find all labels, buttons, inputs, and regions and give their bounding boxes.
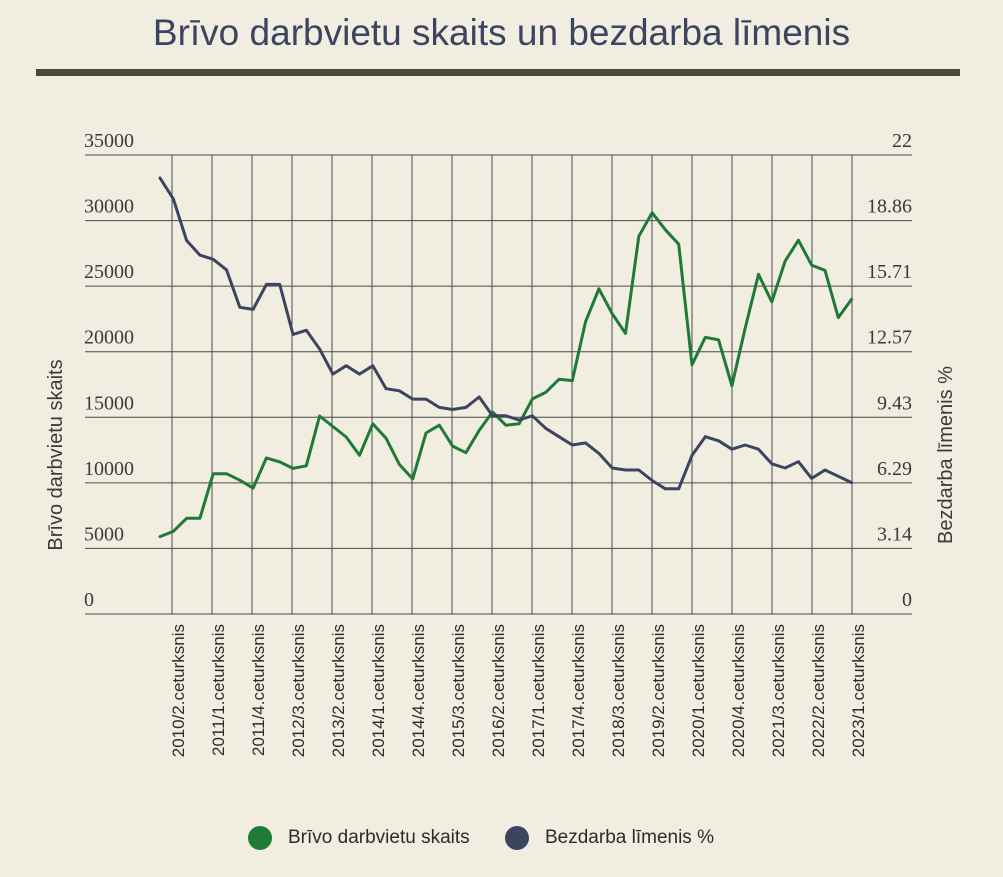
grid	[85, 154, 912, 615]
y-left-tick-label: 25000	[84, 261, 134, 283]
title-rule	[36, 69, 960, 76]
series-lines	[158, 176, 854, 539]
legend-label-unemployment: Bezdarba līmenis %	[545, 827, 714, 848]
y-left-tick-label: 5000	[84, 523, 124, 545]
y-right-tick-label: 0	[902, 589, 912, 611]
y-right-tick-label: 3.14	[877, 523, 912, 545]
x-tick-label: 2021/3.ceturksnis	[769, 624, 788, 757]
x-tick-label: 2013/2.ceturksnis	[329, 624, 348, 757]
x-tick-label: 2017/4.ceturksnis	[569, 624, 588, 757]
y-left-tick-label: 35000	[84, 130, 134, 152]
y-axis-right-title: Bezdarba līmenis %	[935, 366, 957, 544]
x-tick-label: 2010/2.ceturksnis	[169, 624, 188, 757]
y-left-tick-label: 0	[84, 589, 94, 611]
y-left-tick-label: 30000	[84, 196, 134, 218]
y-right-tick-label: 18.86	[867, 196, 912, 218]
chart-title: Brīvo darbvietu skaits un bezdarba līmen…	[152, 12, 851, 53]
y-right-tick-label: 9.43	[877, 392, 912, 414]
x-tick-label: 2020/4.ceturksnis	[729, 624, 748, 757]
x-tick-label: 2018/3.ceturksnis	[609, 624, 628, 757]
x-axis-ticks: 2010/2.ceturksnis 2011/1.ceturksnis 2011/4…	[169, 624, 868, 757]
y-right-tick-label: 22	[892, 130, 912, 152]
legend-label-vacancies: Brīvo darbvietu skaits	[288, 827, 470, 848]
x-tick-label: 2019/2.ceturksnis	[649, 624, 668, 757]
y-left-tick-label: 10000	[84, 458, 134, 480]
left-axis-ticks: 0 5000 10000 15000 20000 25000 30000 35000	[84, 130, 134, 611]
y-right-tick-label: 15.71	[867, 261, 912, 283]
line-chart: 0 5000 10000 15000 20000 25000 30000 35000 0 3.1…	[45, 130, 957, 757]
series-line-0	[158, 211, 854, 539]
x-tick-label: 2020/1.ceturksnis	[689, 624, 708, 757]
right-axis-ticks: 0 3.14 6.29 9.43 12.57 15.71 18.86 22	[867, 130, 912, 611]
x-tick-label: 2016/2.ceturksnis	[489, 624, 508, 757]
x-tick-label: 2022/2.ceturksnis	[809, 624, 828, 757]
legend-marker-unemployment	[505, 826, 529, 850]
legend: Brīvo darbvietu skaits Bezdarba līmenis …	[0, 826, 1003, 858]
y-axis-left-title: Brīvo darbvietu skaits	[45, 359, 67, 550]
legend-item-vacancies: Brīvo darbvietu skaits	[248, 826, 470, 850]
x-tick-label: 2011/1.ceturksnis	[209, 624, 228, 756]
legend-marker-vacancies	[248, 826, 272, 850]
x-tick-label: 2014/4.ceturksnis	[409, 624, 428, 757]
series-line-1	[158, 176, 854, 491]
x-tick-label: 2015/3.ceturksnis	[449, 624, 468, 757]
x-tick-label: 2011/4.ceturksnis	[249, 624, 268, 756]
y-right-tick-label: 6.29	[877, 458, 912, 480]
x-tick-label: 2012/3.ceturksnis	[289, 624, 308, 757]
x-tick-label: 2014/1.ceturksnis	[369, 624, 388, 757]
y-left-tick-label: 15000	[84, 392, 134, 414]
legend-item-unemployment: Bezdarba līmenis %	[505, 826, 714, 850]
y-left-tick-label: 20000	[84, 327, 134, 349]
y-right-tick-label: 12.57	[867, 327, 912, 349]
x-tick-label: 2023/1.ceturksnis	[849, 624, 868, 757]
x-tick-label: 2017/1.ceturksnis	[529, 624, 548, 757]
